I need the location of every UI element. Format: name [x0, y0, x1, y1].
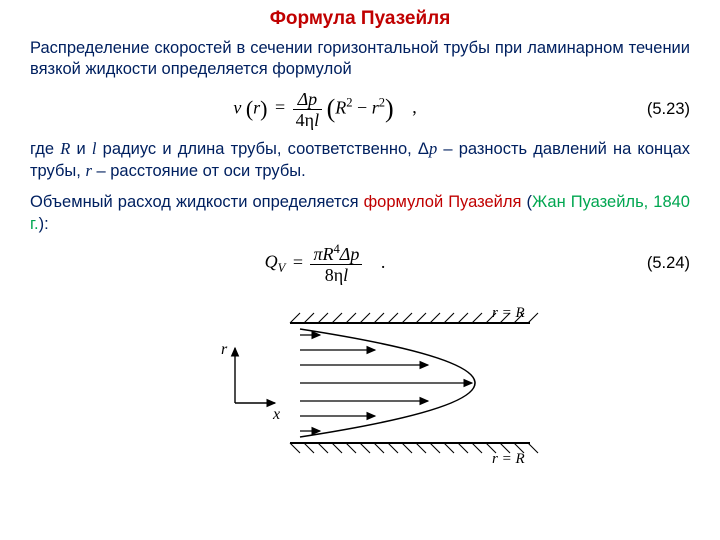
svg-text:r: r	[221, 341, 228, 358]
svg-text:r = R: r = R	[492, 305, 525, 321]
equation-2-row: QV = πR4Δp 8ηl . (5.24)	[30, 241, 690, 287]
velocity-profile-diagram: r x r = R r = R	[180, 293, 540, 473]
svg-text:r = R: r = R	[492, 451, 525, 467]
svg-text:x: x	[272, 406, 280, 423]
equation-1: v (r) = Δp 4ηl (R2 − r2) ,	[30, 90, 620, 129]
equation-2-number: (5.24)	[620, 254, 690, 273]
paragraph-3: Объемный расход жидкости определяется фо…	[30, 192, 690, 234]
equation-1-number: (5.23)	[620, 100, 690, 119]
equation-1-row: v (r) = Δp 4ηl (R2 − r2) , (5.23)	[30, 86, 690, 132]
paragraph-1: Распределение скоростей в сечении горизо…	[30, 38, 690, 80]
paragraph-2: где R и l радиус и длина трубы, соответс…	[30, 138, 690, 182]
page-title: Формула Пуазейля	[30, 8, 690, 30]
equation-2: QV = πR4Δp 8ηl .	[30, 243, 620, 284]
